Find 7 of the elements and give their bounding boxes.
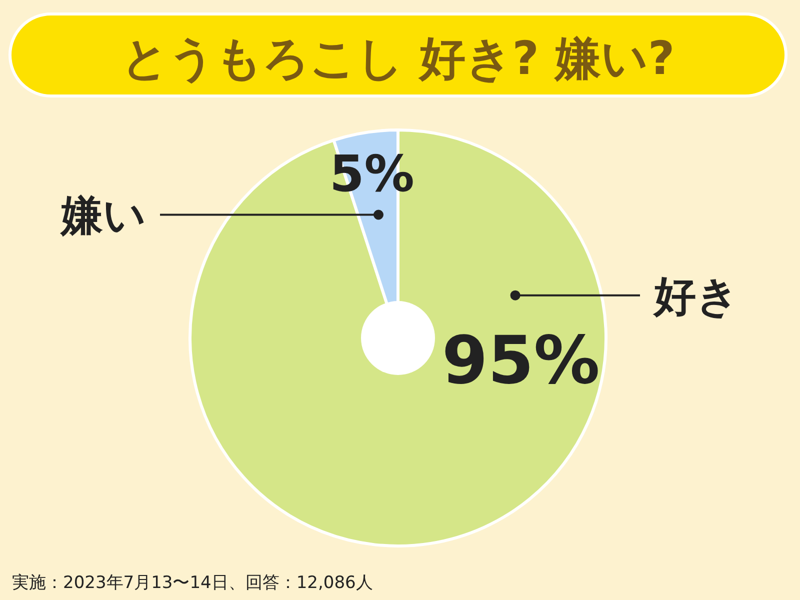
data-label: 5% <box>330 145 414 204</box>
data-label: 95% <box>442 322 600 399</box>
slice-label: 嫌い <box>59 190 146 240</box>
text: 実施：2023年7月13〜14日、回答：12,086人 <box>12 573 373 593</box>
chart-title: とうもろこし 好き? 嫌い? <box>121 31 675 85</box>
slice-label: 好き <box>652 271 739 320</box>
pie-slice <box>188 128 608 548</box>
